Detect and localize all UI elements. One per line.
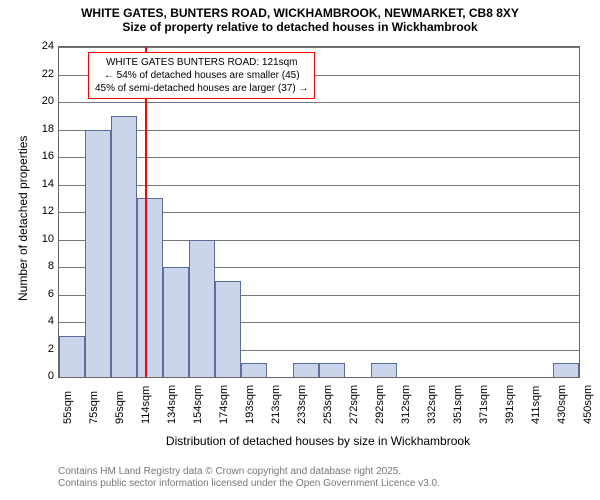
histogram-bar xyxy=(111,116,137,377)
xtick-label: 430sqm xyxy=(556,385,568,424)
xtick-label: 134sqm xyxy=(166,385,178,424)
footer-line2: Contains public sector information licen… xyxy=(58,478,440,489)
chart-title-2: Size of property relative to detached ho… xyxy=(0,20,600,34)
xtick-label: 154sqm xyxy=(192,385,204,424)
histogram-bar xyxy=(293,363,319,377)
y-axis-label: Number of detached properties xyxy=(16,136,30,301)
xtick-label: 174sqm xyxy=(218,385,230,424)
histogram-bar xyxy=(189,240,215,378)
chart-title-1: WHITE GATES, BUNTERS ROAD, WICKHAMBROOK,… xyxy=(0,0,600,20)
gridline xyxy=(59,47,579,48)
histogram-bar xyxy=(215,281,241,377)
gridline xyxy=(59,157,579,158)
xtick-label: 75sqm xyxy=(88,391,100,424)
annotation-line3: 45% of semi-detached houses are larger (… xyxy=(95,82,308,95)
xtick-label: 55sqm xyxy=(62,391,74,424)
xtick-label: 312sqm xyxy=(400,385,412,424)
ytick-label: 4 xyxy=(48,315,54,327)
xtick-label: 450sqm xyxy=(582,385,594,424)
histogram-bar xyxy=(319,363,345,377)
histogram-bar xyxy=(553,363,579,377)
gridline xyxy=(59,102,579,103)
histogram-bar xyxy=(241,363,267,377)
annotation-line1: WHITE GATES BUNTERS ROAD: 121sqm xyxy=(95,56,308,69)
ytick-label: 18 xyxy=(42,123,54,135)
annotation-line2: ← 54% of detached houses are smaller (45… xyxy=(95,69,308,82)
ytick-label: 6 xyxy=(48,288,54,300)
xtick-label: 95sqm xyxy=(114,391,126,424)
xtick-label: 391sqm xyxy=(504,385,516,424)
histogram-bar xyxy=(371,363,397,377)
xtick-label: 233sqm xyxy=(296,385,308,424)
xtick-label: 371sqm xyxy=(478,385,490,424)
xtick-label: 114sqm xyxy=(140,386,152,424)
xtick-label: 292sqm xyxy=(374,385,386,424)
ytick-label: 22 xyxy=(42,68,54,80)
ytick-label: 24 xyxy=(42,40,54,52)
ytick-label: 10 xyxy=(42,233,54,245)
histogram-bar xyxy=(59,336,85,377)
xtick-label: 411sqm xyxy=(530,386,542,424)
gridline xyxy=(59,377,579,378)
histogram-bar xyxy=(163,267,189,377)
histogram-bar xyxy=(137,198,163,377)
xtick-label: 351sqm xyxy=(452,385,464,424)
xtick-label: 272sqm xyxy=(348,385,360,424)
xtick-label: 253sqm xyxy=(322,385,334,424)
gridline xyxy=(59,130,579,131)
ytick-label: 8 xyxy=(48,260,54,272)
ytick-label: 20 xyxy=(42,95,54,107)
ytick-label: 12 xyxy=(42,205,54,217)
xtick-label: 193sqm xyxy=(244,385,256,424)
ytick-label: 0 xyxy=(48,370,54,382)
histogram-bar xyxy=(85,130,111,378)
ytick-label: 14 xyxy=(42,178,54,190)
gridline xyxy=(59,185,579,186)
ytick-label: 16 xyxy=(42,150,54,162)
ytick-label: 2 xyxy=(48,343,54,355)
x-axis-label: Distribution of detached houses by size … xyxy=(58,434,578,448)
xtick-label: 332sqm xyxy=(426,385,438,424)
xtick-label: 213sqm xyxy=(270,385,282,424)
footer-line1: Contains HM Land Registry data © Crown c… xyxy=(58,466,401,477)
property-annotation: WHITE GATES BUNTERS ROAD: 121sqm ← 54% o… xyxy=(88,52,315,99)
